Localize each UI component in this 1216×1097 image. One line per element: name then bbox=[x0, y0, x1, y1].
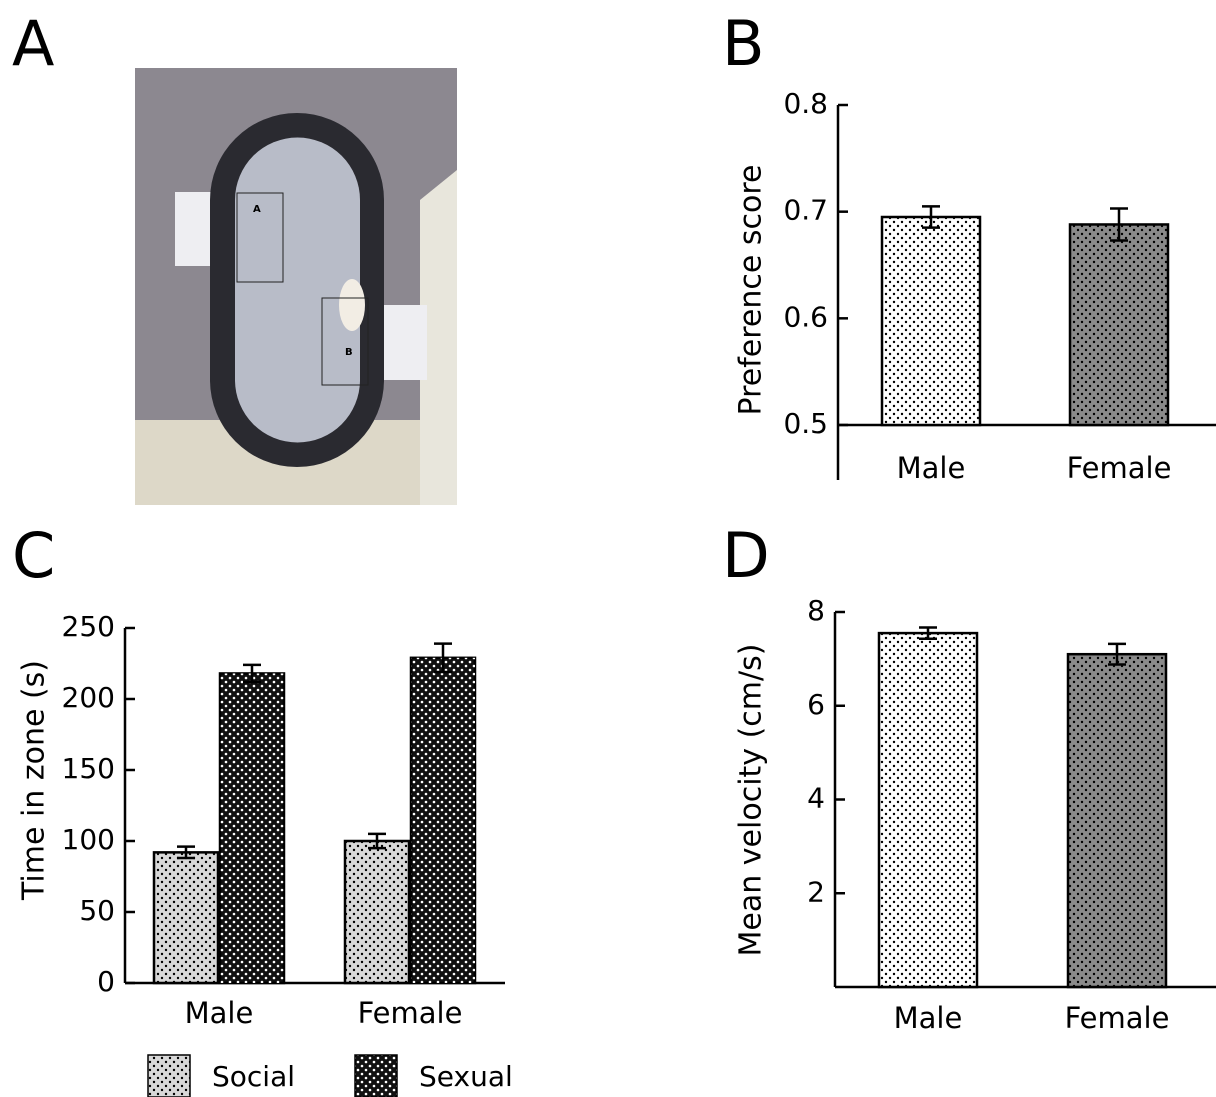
legend-label: Sexual bbox=[419, 1060, 513, 1093]
y-tick-label: 8 bbox=[807, 594, 825, 627]
y-tick-label: 100 bbox=[62, 823, 115, 856]
y-axis-label: Mean velocity (cm/s) bbox=[734, 644, 769, 957]
y-axis-label: Time in zone (s) bbox=[17, 660, 52, 901]
x-tick-label: Female bbox=[358, 996, 463, 1030]
x-tick-label: Female bbox=[1067, 451, 1172, 485]
bar-texture bbox=[154, 852, 218, 983]
bar-texture bbox=[882, 217, 980, 425]
bar-texture bbox=[879, 633, 977, 987]
y-tick-label: 200 bbox=[62, 681, 115, 714]
x-tick-label: Male bbox=[897, 451, 966, 485]
legend-texture bbox=[355, 1055, 397, 1097]
legend-texture bbox=[148, 1055, 190, 1097]
zone-label: B bbox=[345, 347, 353, 358]
bar-texture bbox=[1068, 654, 1166, 987]
bar-texture bbox=[220, 673, 284, 983]
y-tick-label: 0 bbox=[97, 965, 115, 998]
y-tick-label: 150 bbox=[62, 752, 115, 785]
bar-texture bbox=[1070, 224, 1168, 425]
legend-label: Social bbox=[212, 1060, 295, 1093]
panel-label: C bbox=[12, 519, 55, 592]
x-tick-label: Male bbox=[185, 996, 254, 1030]
y-axis-label: Preference score bbox=[734, 165, 769, 416]
y-tick-label: 4 bbox=[807, 782, 825, 815]
y-tick-label: 0.6 bbox=[783, 300, 828, 333]
x-tick-label: Female bbox=[1065, 1001, 1170, 1035]
bar-texture bbox=[345, 841, 409, 983]
y-tick-label: 50 bbox=[79, 894, 115, 927]
zone-label: A bbox=[253, 204, 261, 215]
x-tick-label: Male bbox=[894, 1001, 963, 1035]
arena-photo bbox=[135, 68, 457, 505]
y-tick-label: 0.8 bbox=[783, 87, 828, 120]
y-tick-label: 2 bbox=[807, 875, 825, 908]
panel-label: D bbox=[722, 519, 770, 592]
y-tick-label: 6 bbox=[807, 688, 825, 721]
y-tick-label: 0.7 bbox=[783, 194, 828, 227]
y-tick-label: 0.5 bbox=[783, 407, 828, 440]
y-tick-label: 250 bbox=[62, 610, 115, 643]
figure: A A B B Preference score 0.5 0.6 0.7 0.8 Male F… bbox=[0, 0, 1216, 1097]
panel-label: B bbox=[722, 7, 765, 80]
panel-label: A bbox=[12, 7, 54, 80]
bar-texture bbox=[411, 658, 475, 983]
